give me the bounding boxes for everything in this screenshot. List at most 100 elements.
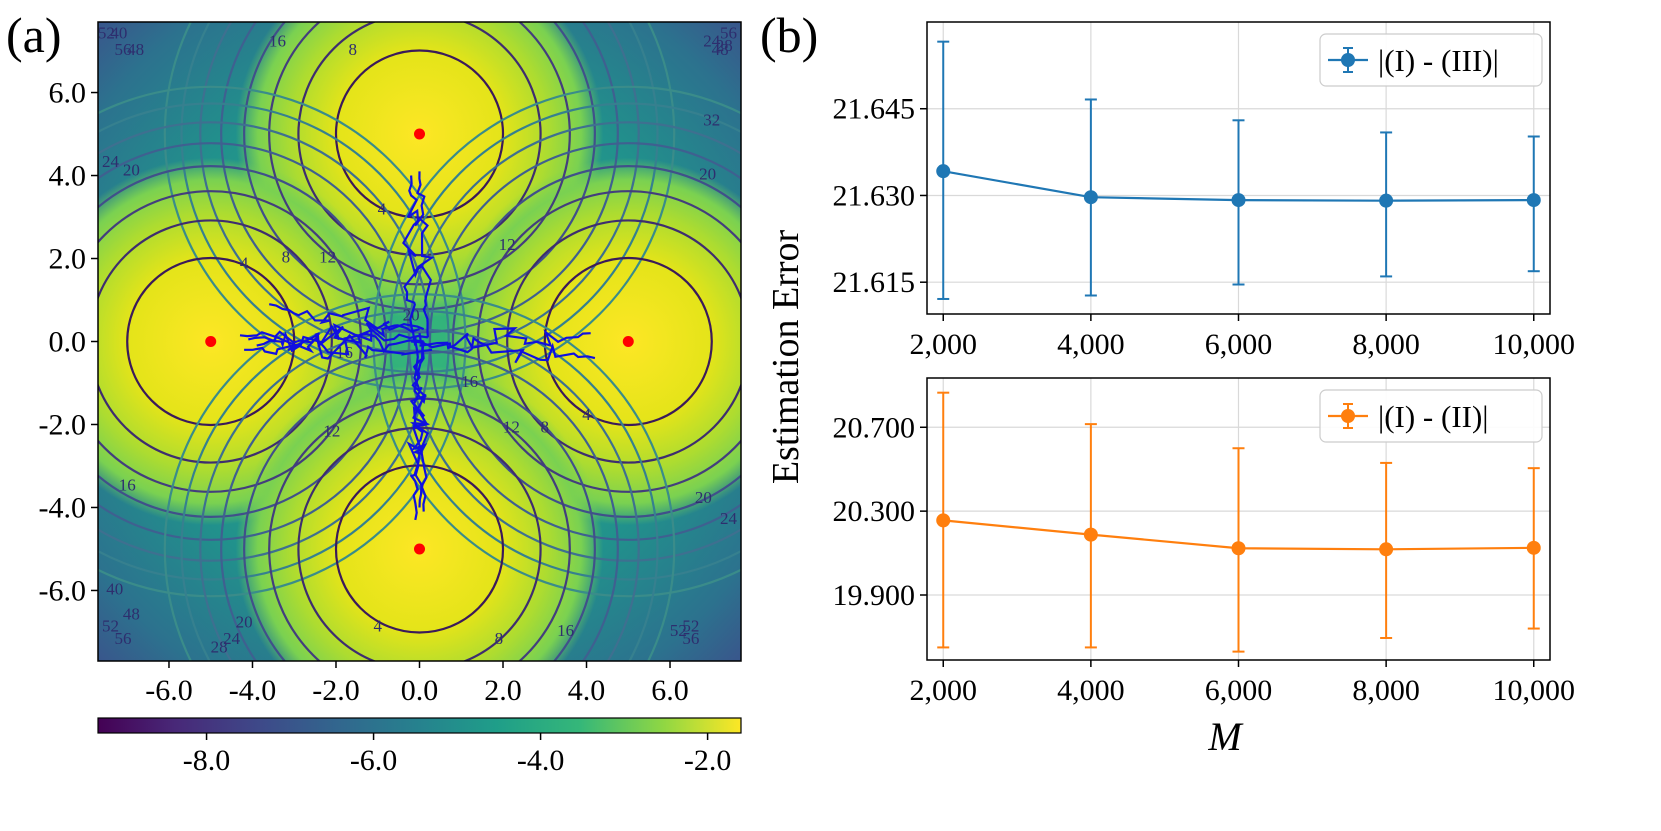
contour-label: 12 — [323, 422, 340, 441]
contour-label: 20 — [236, 613, 253, 632]
x-tick-label: 8,000 — [1352, 674, 1420, 707]
trajectory-3 — [256, 322, 420, 353]
trajectory-1 — [244, 332, 424, 356]
contour-label: 52 — [98, 23, 115, 42]
colorbar — [97, 717, 742, 734]
contour-2-32 — [372, 85, 741, 598]
contour-label: 8 — [282, 247, 291, 266]
y-tick-label: 21.615 — [833, 266, 916, 299]
x-tick-label: 0.0 — [401, 674, 439, 707]
legend-box — [1319, 389, 1543, 443]
y-tick-label: 20.300 — [833, 495, 916, 528]
data-point — [1083, 190, 1098, 205]
contour-label: 16 — [269, 32, 286, 51]
x-tick-label: 10,000 — [1493, 328, 1576, 361]
contour-label: 24 — [223, 629, 241, 648]
contour-label: 48 — [123, 604, 140, 623]
center-point-0 — [414, 128, 425, 140]
contour-2-16 — [451, 165, 741, 518]
x-tick-label: 2,000 — [909, 674, 977, 707]
contour-label: 56 — [115, 629, 132, 648]
data-point — [1231, 193, 1246, 208]
contour-label: 4 — [378, 200, 387, 219]
contour-label: 28 — [716, 36, 733, 55]
contour-2-8 — [506, 219, 741, 464]
contour-label: 52 — [102, 617, 119, 636]
contour-label: 4 — [240, 254, 249, 273]
panel-b-label: (b) — [760, 7, 818, 63]
trajectory-8 — [409, 333, 429, 512]
contour-0-24 — [199, 22, 640, 355]
colorbar-tick-label: -6.0 — [350, 744, 398, 777]
x-tick-label: 4,000 — [1057, 674, 1125, 707]
x-tick-label: 4,000 — [1057, 328, 1125, 361]
x-tick-label: -2.0 — [312, 674, 360, 707]
colorbar-tick-label: -2.0 — [684, 744, 732, 777]
contour-label: 16 — [461, 372, 478, 391]
contour-label: 20 — [123, 160, 140, 179]
legend-box — [1319, 33, 1543, 87]
contour-label: 16 — [119, 476, 136, 495]
contour-label: 12 — [499, 235, 516, 254]
contour-label: 24 — [703, 32, 721, 51]
x-tick-label: 6,000 — [1205, 328, 1273, 361]
trajectory-6 — [414, 171, 435, 338]
trajectory-7 — [402, 175, 420, 346]
contour-label: 12 — [503, 418, 520, 437]
trajectory-0 — [239, 325, 429, 348]
y-tick-label: 21.645 — [833, 93, 916, 126]
center-point-1 — [205, 336, 217, 347]
x-tick-label: -4.0 — [229, 674, 277, 707]
legend-label: |(I) - (III)| — [1378, 43, 1499, 78]
contour-label: 48 — [127, 40, 144, 59]
contour-0-12 — [268, 22, 571, 286]
trajectory-9 — [406, 341, 431, 521]
trajectory-2 — [248, 332, 433, 360]
contour-label: 20 — [695, 488, 712, 507]
contour-label: 8 — [541, 418, 550, 437]
contour-1-16 — [98, 165, 388, 518]
contour-label: 12 — [319, 247, 336, 266]
contour-label: 52 — [670, 621, 687, 640]
y-tick-label: 20.700 — [833, 411, 916, 444]
contour-label: 4 — [582, 405, 591, 424]
contour-label: 56 — [115, 40, 132, 59]
colorbar-tick-label: -8.0 — [183, 744, 231, 777]
x-tick-label: 2,000 — [909, 328, 977, 361]
data-point — [1526, 540, 1541, 555]
y-tick-label: 6.0 — [49, 77, 87, 110]
contour-label: 16 — [336, 343, 353, 362]
contour-label: 24 — [102, 152, 120, 171]
x-tick-label: 6.0 — [651, 674, 689, 707]
contour-label: 52 — [682, 617, 699, 636]
contour-0-28 — [180, 22, 659, 374]
y-axis-label: Estimation Error — [765, 229, 807, 484]
center-point-2 — [622, 336, 634, 347]
contour-2-28 — [389, 102, 741, 581]
well-3 — [235, 365, 604, 661]
x-tick-label: 6,000 — [1205, 674, 1273, 707]
contour-label: 28 — [211, 637, 228, 656]
trajectory-5 — [419, 327, 591, 350]
panel-a-label: (a) — [6, 7, 62, 63]
data-point — [1231, 541, 1246, 556]
contour-2-4 — [543, 256, 713, 427]
contour-label: 8 — [348, 40, 357, 59]
data-point — [1083, 527, 1098, 542]
y-tick-label: 0.0 — [49, 326, 87, 359]
panel-b: (b) Estimation Error M 2,000 4,000 6,000 8,… — [760, 7, 1575, 759]
trajectory-11 — [268, 303, 425, 331]
y-tick-label: 4.0 — [49, 160, 87, 193]
data-point — [936, 164, 951, 179]
contour-3-28 — [180, 309, 659, 661]
x-tick-label: 8,000 — [1352, 328, 1420, 361]
x-tick-label: 4.0 — [568, 674, 606, 707]
contour-label: 40 — [110, 23, 127, 42]
contour-label: 4 — [373, 617, 382, 636]
contour-label: 48 — [712, 40, 729, 59]
contour-1-8 — [98, 219, 333, 464]
contour-1-12 — [98, 190, 363, 493]
